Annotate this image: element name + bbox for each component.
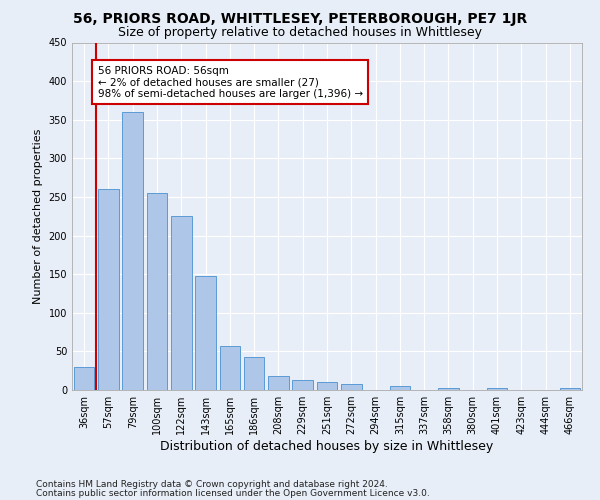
Bar: [292, 380, 313, 390]
Bar: [146, 193, 167, 390]
Bar: [195, 276, 216, 390]
Bar: [487, 388, 508, 390]
Bar: [317, 382, 337, 390]
Bar: [438, 388, 459, 390]
Text: 56 PRIORS ROAD: 56sqm
← 2% of detached houses are smaller (27)
98% of semi-detac: 56 PRIORS ROAD: 56sqm ← 2% of detached h…: [97, 66, 362, 99]
Bar: [220, 346, 240, 390]
Bar: [341, 384, 362, 390]
Bar: [268, 376, 289, 390]
Text: Contains public sector information licensed under the Open Government Licence v3: Contains public sector information licen…: [36, 488, 430, 498]
X-axis label: Distribution of detached houses by size in Whittlesey: Distribution of detached houses by size …: [160, 440, 494, 453]
Bar: [244, 357, 265, 390]
Text: Size of property relative to detached houses in Whittlesey: Size of property relative to detached ho…: [118, 26, 482, 39]
Bar: [74, 367, 94, 390]
Bar: [98, 189, 119, 390]
Text: 56, PRIORS ROAD, WHITTLESEY, PETERBOROUGH, PE7 1JR: 56, PRIORS ROAD, WHITTLESEY, PETERBOROUG…: [73, 12, 527, 26]
Bar: [560, 388, 580, 390]
Text: Contains HM Land Registry data © Crown copyright and database right 2024.: Contains HM Land Registry data © Crown c…: [36, 480, 388, 489]
Bar: [389, 386, 410, 390]
Bar: [171, 216, 191, 390]
Y-axis label: Number of detached properties: Number of detached properties: [33, 128, 43, 304]
Bar: [122, 112, 143, 390]
